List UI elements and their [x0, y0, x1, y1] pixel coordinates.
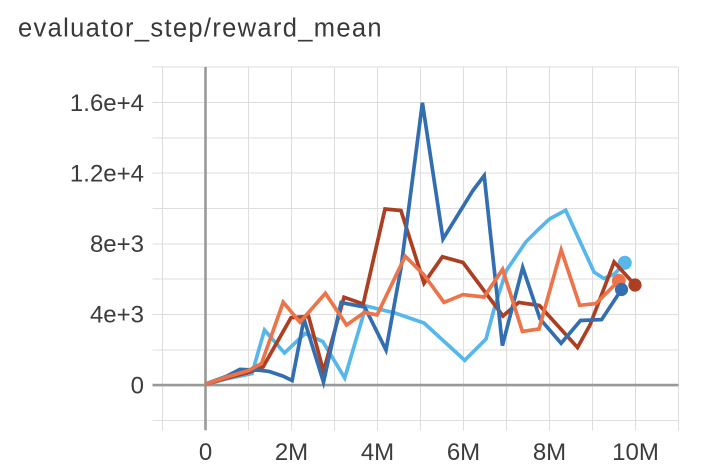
svg-text:1.6e+4: 1.6e+4: [70, 90, 144, 117]
svg-text:4e+3: 4e+3: [90, 302, 144, 329]
svg-text:6M: 6M: [447, 439, 480, 466]
svg-text:0: 0: [131, 372, 144, 399]
svg-text:0: 0: [199, 439, 212, 466]
svg-text:4M: 4M: [361, 439, 394, 466]
svg-text:2M: 2M: [275, 439, 308, 466]
svg-text:1.2e+4: 1.2e+4: [70, 160, 144, 187]
svg-text:evaluator_step/reward_mean: evaluator_step/reward_mean: [18, 15, 383, 43]
svg-text:8e+3: 8e+3: [90, 231, 144, 258]
svg-text:10M: 10M: [612, 439, 659, 466]
svg-text:8M: 8M: [533, 439, 566, 466]
